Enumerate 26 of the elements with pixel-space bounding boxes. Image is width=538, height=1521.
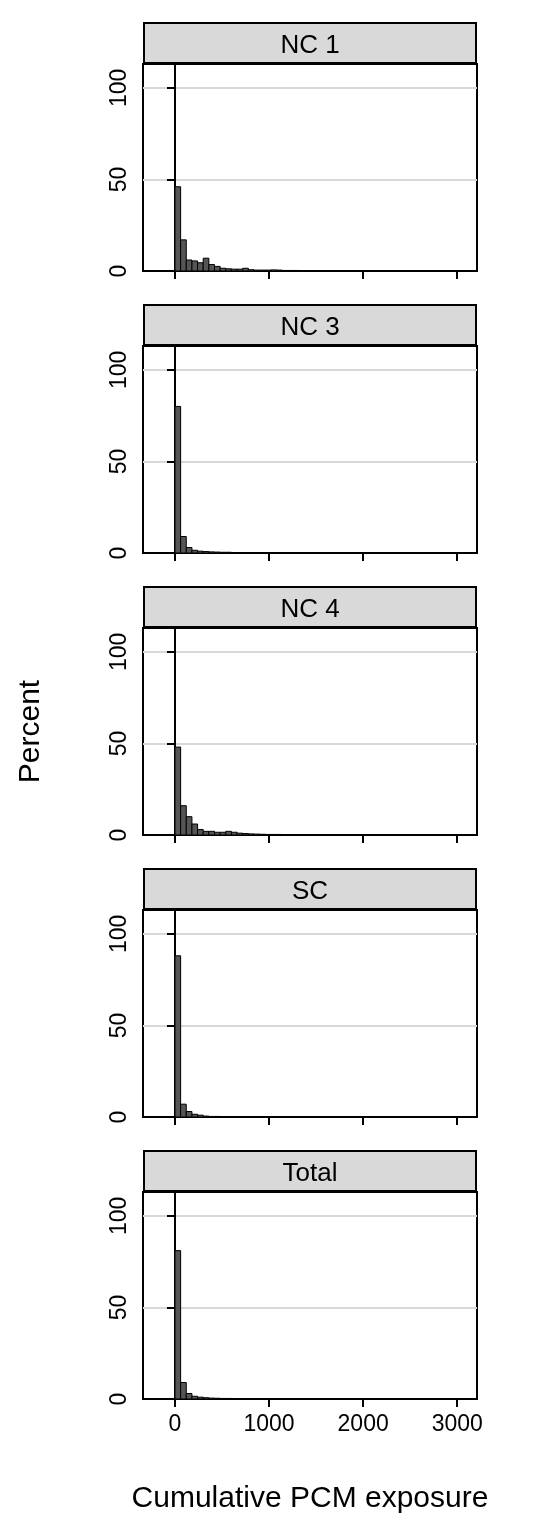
chart-title: NC 3	[143, 304, 477, 346]
y-tick-label: 0	[104, 1392, 131, 1406]
chart-title: NC 1	[143, 22, 477, 64]
y-tick-label: 0	[104, 828, 131, 842]
y-tick-label: 50	[104, 166, 131, 193]
y-tick-label: 50	[104, 730, 131, 757]
y-tick-label: 100	[104, 914, 131, 953]
y-tick-label: 0	[104, 1110, 131, 1124]
y-tick-label: 100	[104, 350, 131, 389]
y-tick-label: 50	[104, 1012, 131, 1039]
chart-title: NC 4	[143, 586, 477, 628]
chart-title: SC	[143, 868, 477, 910]
y-tick-label: 100	[104, 68, 131, 107]
y-tick-label: 100	[104, 632, 131, 671]
x-tick-label: 2000	[337, 1409, 389, 1436]
y-axis-title: Percent	[11, 679, 45, 784]
y-tick-label: 50	[104, 448, 131, 475]
y-tick-label: 0	[104, 264, 131, 278]
x-tick-label: 0	[168, 1409, 182, 1436]
y-tick-label: 100	[104, 1196, 131, 1235]
x-axis-title: Cumulative PCM exposure	[131, 1479, 489, 1513]
y-tick-label: 50	[104, 1294, 131, 1321]
x-tick-label: 1000	[243, 1409, 295, 1436]
x-tick-label: 3000	[431, 1409, 483, 1436]
y-tick-label: 0	[104, 546, 131, 560]
chart-title: Total	[143, 1150, 477, 1192]
